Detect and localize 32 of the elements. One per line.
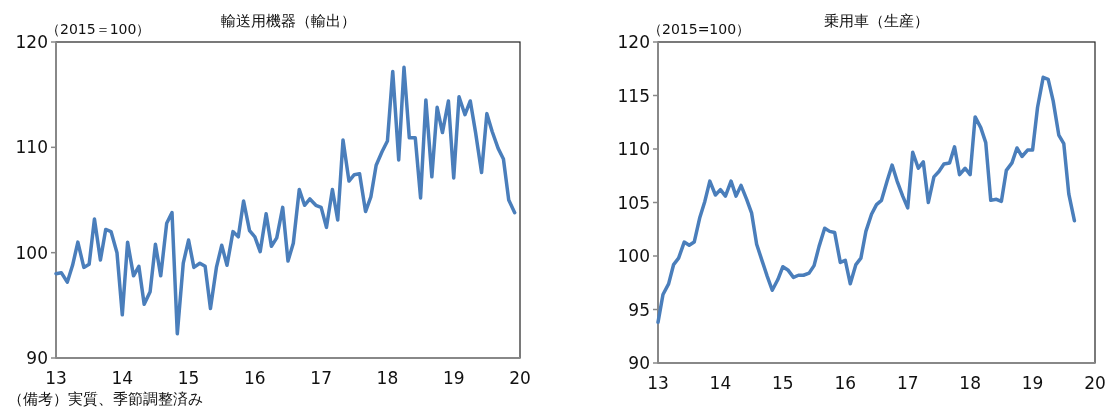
y-tick-label: 120 <box>15 32 48 52</box>
x-tick-label: 18 <box>376 368 399 388</box>
y-tick-label: 100 <box>15 242 48 263</box>
y-tick-label: 90 <box>628 353 650 373</box>
y-axis-title: （2015=100） <box>648 21 751 37</box>
y-tick-label: 105 <box>617 192 650 213</box>
x-tick-label: 16 <box>244 368 266 388</box>
x-tick-label: 13 <box>647 373 669 393</box>
y-tick-label: 115 <box>617 85 650 106</box>
y-tick-label: 100 <box>617 246 650 266</box>
y-axis-title: （2015＝100） <box>46 21 151 37</box>
x-tick-label: 13 <box>45 368 67 388</box>
chart-title: 輸送用機器（輸出） <box>220 12 356 30</box>
y-tick-label: 95 <box>628 299 650 320</box>
x-tick-label: 19 <box>1021 373 1044 393</box>
x-tick-label: 17 <box>310 368 332 388</box>
x-tick-label: 17 <box>896 373 919 393</box>
x-tick-label: 15 <box>772 373 794 393</box>
text: （備考）実質、季節調整済み <box>8 390 203 408</box>
x-tick-label: 20 <box>1084 373 1106 393</box>
y-tick-label: 90 <box>26 348 48 368</box>
chart-title: 乗用車（生産） <box>824 12 929 30</box>
x-tick-label: 14 <box>111 368 134 388</box>
y-tick-label: 110 <box>15 137 48 158</box>
x-tick-label: 16 <box>834 373 857 393</box>
x-tick-label: 15 <box>177 368 200 388</box>
x-tick-label: 14 <box>709 373 732 393</box>
x-tick-label: 19 <box>442 368 465 388</box>
y-tick-label: 110 <box>617 139 650 159</box>
x-tick-label: 20 <box>509 368 531 388</box>
y-tick-label: 120 <box>617 32 650 52</box>
x-tick-label: 18 <box>959 373 981 393</box>
